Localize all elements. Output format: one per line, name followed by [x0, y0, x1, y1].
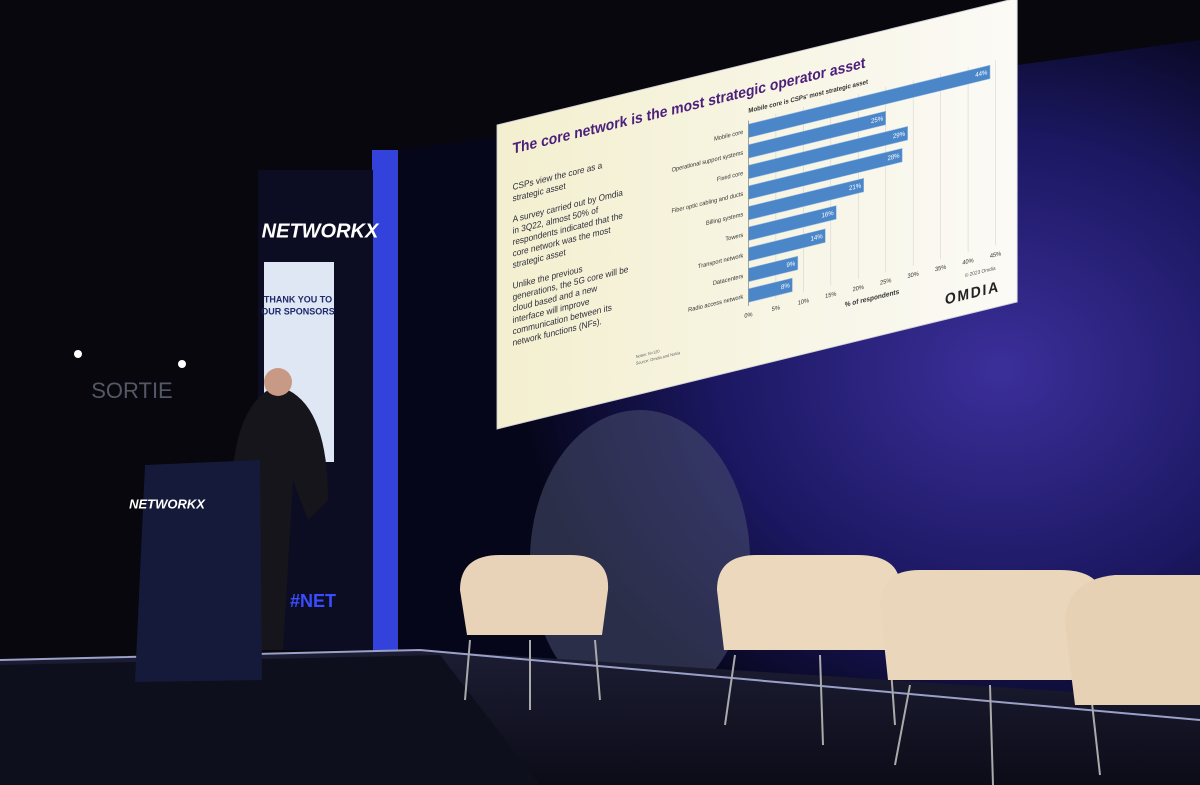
- x-tick-label: 30%: [908, 271, 920, 280]
- lamp: [178, 360, 186, 368]
- lamp: [74, 350, 82, 358]
- value-label: 9%: [786, 260, 795, 269]
- chair: [1065, 575, 1200, 705]
- chairs: [460, 555, 1200, 785]
- x-tick-label: 45%: [990, 251, 1002, 260]
- x-tick-label: 10%: [798, 298, 810, 307]
- value-label: 14%: [811, 233, 823, 243]
- y-tick-label: Towers: [725, 233, 743, 244]
- sponsor-banner: OUR SPONSORS: [261, 306, 335, 316]
- chair: [880, 570, 1104, 680]
- x-tick-label: 35%: [935, 264, 947, 273]
- podium-logo: NETWORKX: [129, 496, 206, 511]
- venue-logo: NETWORKX: [262, 220, 380, 242]
- slide-notes: Notes: N=120: [636, 348, 660, 359]
- x-tick-label: 5%: [772, 305, 781, 313]
- value-label: 16%: [822, 210, 834, 220]
- value-label: 8%: [781, 282, 790, 291]
- value-label: 29%: [893, 130, 905, 140]
- speaker-head: [264, 368, 292, 396]
- x-tick-label: 20%: [853, 285, 865, 294]
- light-column: [372, 150, 398, 650]
- value-label: 25%: [871, 115, 883, 125]
- value-label: 44%: [975, 69, 987, 79]
- x-tick-label: 40%: [962, 258, 974, 267]
- chair: [717, 555, 901, 650]
- sponsor-banner: THANK YOU TO: [264, 294, 332, 304]
- value-label: 21%: [849, 182, 861, 192]
- value-label: 28%: [887, 152, 899, 162]
- stage-front: [0, 655, 540, 785]
- x-tick-label: 15%: [825, 291, 837, 300]
- chair-legs: [464, 639, 601, 710]
- podium: [135, 460, 262, 682]
- x-tick-label: 0%: [744, 312, 753, 320]
- hashtag: #NET: [290, 591, 336, 611]
- chair: [460, 555, 609, 635]
- x-tick-label: 25%: [880, 278, 892, 287]
- exit-sign: SORTIE: [91, 378, 173, 403]
